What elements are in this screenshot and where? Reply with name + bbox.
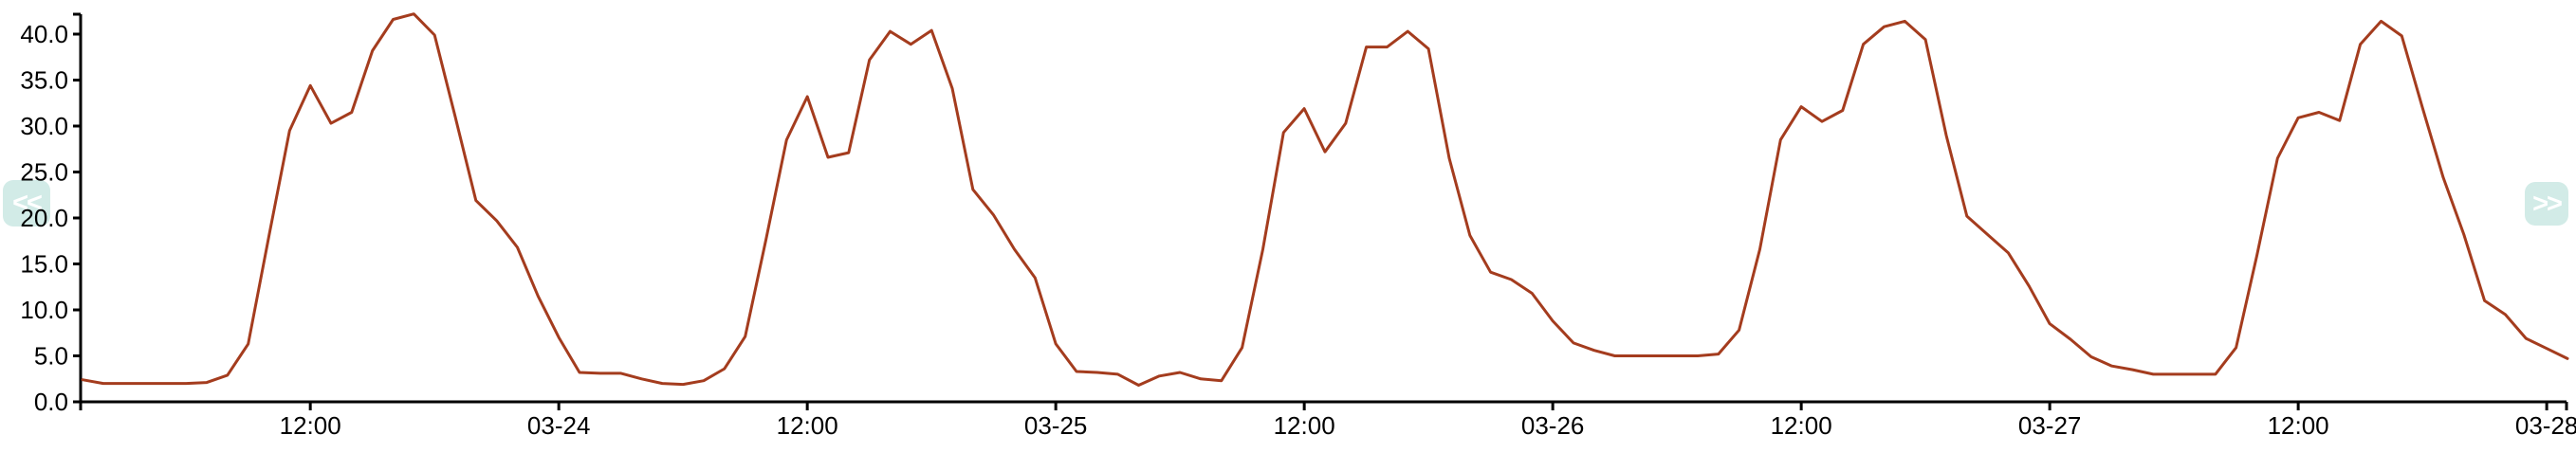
x-tick-label: 12:00 (1771, 411, 1832, 440)
x-tick-label: 03-27 (2018, 411, 2082, 440)
x-tick-label: 03-28 (2515, 411, 2576, 440)
scroll-right-button[interactable]: >> (2525, 182, 2568, 226)
y-tick-label: 10.0 (20, 296, 68, 324)
y-tick-label: 0.0 (34, 388, 68, 416)
scroll-left-button[interactable]: << (3, 180, 50, 226)
y-tick-label: 30.0 (20, 112, 68, 140)
x-tick-label: 03-25 (1024, 411, 1088, 440)
y-tick-label: 5.0 (34, 342, 68, 371)
x-tick-label: 12:00 (777, 411, 838, 440)
y-tick-label: 35.0 (20, 66, 68, 95)
x-tick-label: 03-24 (527, 411, 591, 440)
x-tick-label: 12:00 (2268, 411, 2329, 440)
y-tick-label: 15.0 (20, 250, 68, 279)
x-tick-label: 12:00 (280, 411, 341, 440)
x-tick-label: 12:00 (1274, 411, 1335, 440)
series-line (81, 12, 2569, 387)
y-tick-label: 40.0 (20, 20, 68, 48)
x-tick-label: 03-26 (1521, 411, 1585, 440)
